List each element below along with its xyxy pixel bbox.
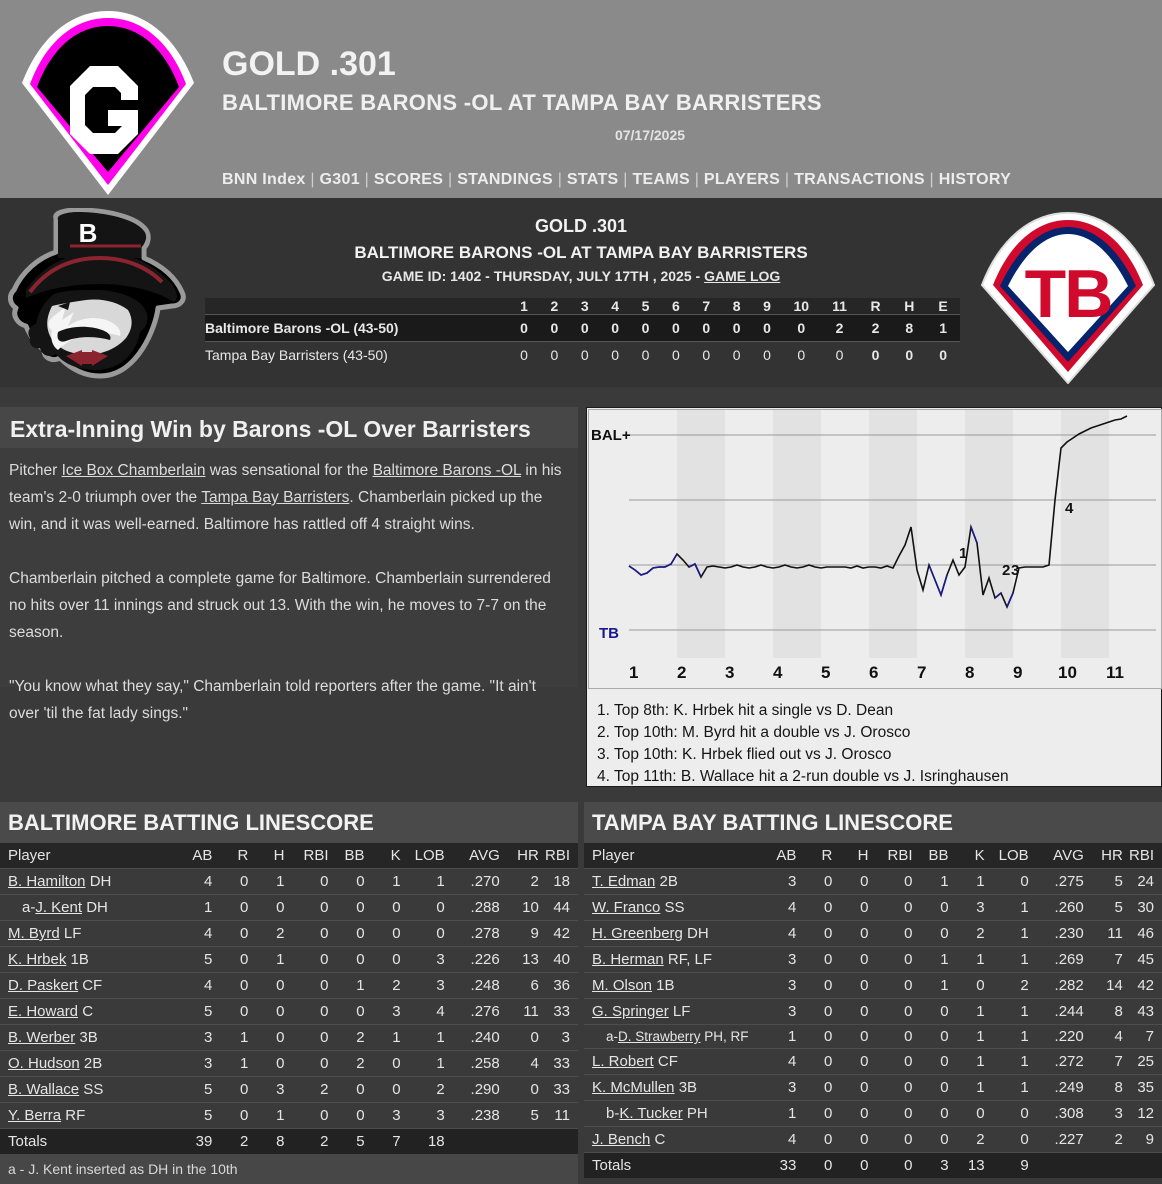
svg-text:3: 3 (725, 663, 734, 682)
svg-text:5: 5 (821, 663, 830, 682)
svg-text:2: 2 (1002, 562, 1010, 579)
svg-text:2: 2 (677, 663, 686, 682)
svg-text:TB: TB (599, 625, 619, 642)
svg-text:8: 8 (965, 663, 974, 682)
svg-text:4: 4 (1065, 500, 1074, 517)
svg-text:6: 6 (869, 663, 878, 682)
svg-text:11: 11 (1106, 663, 1124, 682)
svg-text:4: 4 (773, 663, 783, 682)
svg-text:9: 9 (1013, 663, 1022, 682)
svg-text:1: 1 (959, 545, 967, 562)
svg-text:3: 3 (1011, 562, 1019, 579)
svg-text:1: 1 (629, 663, 638, 682)
svg-text:7: 7 (917, 663, 926, 682)
svg-text:BAL+: BAL+ (591, 427, 631, 444)
svg-text:10: 10 (1058, 663, 1077, 682)
